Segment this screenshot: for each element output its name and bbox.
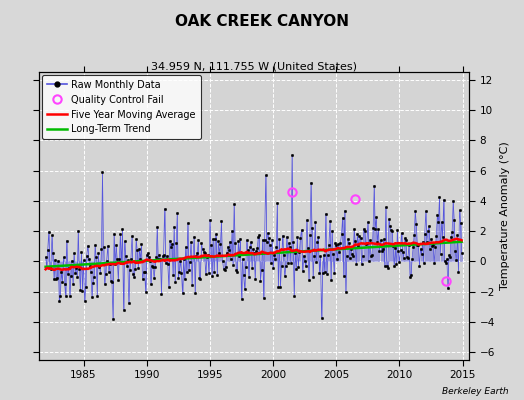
Legend: Raw Monthly Data, Quality Control Fail, Five Year Moving Average, Long-Term Tren: Raw Monthly Data, Quality Control Fail, … (42, 75, 201, 139)
Y-axis label: Temperature Anomaly (°C): Temperature Anomaly (°C) (500, 142, 510, 290)
Text: Berkeley Earth: Berkeley Earth (442, 387, 508, 396)
Title: 34.959 N, 111.755 W (United States): 34.959 N, 111.755 W (United States) (151, 61, 357, 71)
Text: OAK CREEK CANYON: OAK CREEK CANYON (175, 14, 349, 29)
